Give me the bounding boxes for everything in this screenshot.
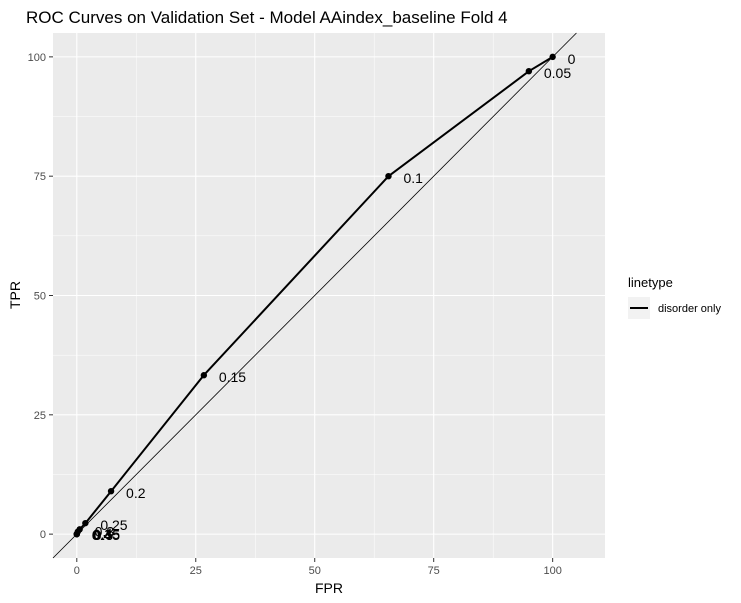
threshold-label: 0.3 [95,523,115,539]
x-tick-label: 0 [74,565,80,577]
threshold-label: 0.45 [93,527,120,543]
roc-point [549,53,556,61]
x-tick-label: 25 [190,565,202,577]
y-tick-label: 75 [34,171,46,183]
threshold-label: 0.15 [219,369,246,385]
x-tick-label: 75 [428,565,440,577]
legend-label: disorder only [658,303,721,315]
chart-title: ROC Curves on Validation Set - Model AAi… [26,8,508,27]
threshold-label: 0.2 [126,485,146,501]
threshold-label: 0.05 [544,65,571,81]
legend-title: linetype [628,275,673,290]
roc-point [385,172,392,180]
y-tick-label: 25 [34,410,46,422]
x-tick-label: 50 [309,565,321,577]
x-axis-title: FPR [315,580,343,596]
x-tick-label: 100 [543,565,561,577]
y-axis-title: TPR [7,281,23,309]
y-tick-label: 50 [34,291,46,303]
threshold-label: 0.1 [403,170,423,186]
legend: linetype disorder only [628,275,721,319]
roc-point [200,372,208,379]
y-tick-label: 0 [40,529,46,541]
threshold-label: 0 [568,51,576,67]
roc-point [73,530,80,538]
threshold-label: 0.35 [93,526,120,542]
threshold-label: 0.25 [100,517,127,533]
roc-point [525,67,533,75]
diagonal-reference-line [52,32,577,559]
y-tick-label: 100 [28,52,46,64]
threshold-label: 0.4 [92,527,112,543]
roc-point [107,487,115,495]
roc-point [82,519,89,527]
threshold-label: 0.5 [94,527,114,543]
